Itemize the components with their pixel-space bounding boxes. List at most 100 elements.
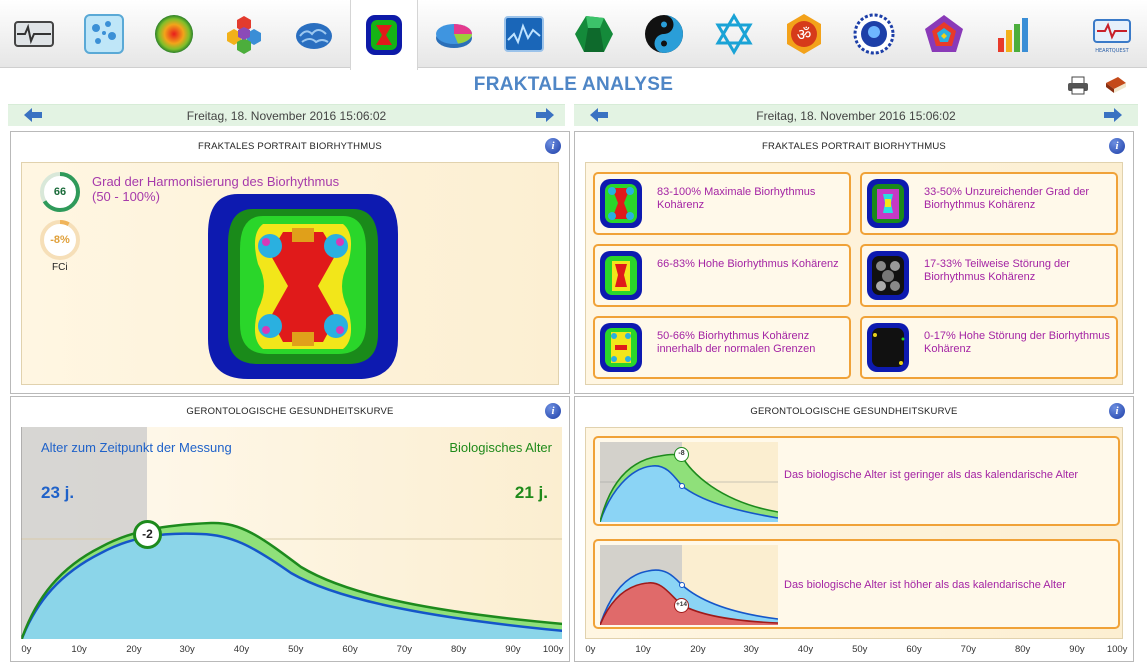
x-tick: 100y	[1106, 644, 1128, 655]
svg-text:ॐ: ॐ	[797, 25, 812, 44]
toolbar-item-yinyang[interactable]	[630, 0, 698, 68]
legend-label: 17-33% Teilweise Störung der Biorhythmus…	[924, 258, 1070, 283]
example-lower-chart	[600, 442, 778, 522]
fractal-thumbnail	[867, 179, 909, 228]
toolbar-item-fractal[interactable]	[350, 0, 418, 70]
panel-title: FRAKTALES PORTRAIT BIORHYTHMUS	[762, 141, 946, 152]
measurement-date-right: Freitag, 18. November 2016 15:06:02	[756, 109, 956, 123]
date-bar-right: Freitag, 18. November 2016 15:06:02	[574, 104, 1138, 126]
fractal-thumbnail	[600, 323, 642, 372]
fci-value: -8%	[50, 234, 70, 246]
brain-icon	[296, 23, 332, 49]
info-icon[interactable]: i	[1109, 403, 1125, 419]
head-profile-icon	[853, 13, 895, 55]
toolbar-item-om[interactable]: ॐ	[770, 0, 838, 68]
toolbar-item-bars[interactable]	[980, 0, 1048, 68]
harmonization-heading: Grad der Harmonisierung des Biorhythmus …	[92, 174, 339, 204]
toolbar-item-hexagons[interactable]	[210, 0, 278, 68]
arrow-left-icon[interactable]	[590, 108, 608, 122]
x-tick: 10y	[71, 644, 87, 655]
arrow-left-icon[interactable]	[24, 108, 42, 122]
toolbar-item-emerald[interactable]	[560, 0, 628, 68]
toolbar-item-pentagon[interactable]	[910, 0, 978, 68]
toolbar-item-sphere[interactable]	[140, 0, 208, 68]
arrow-right-icon[interactable]	[536, 108, 554, 122]
date-bar-left: Freitag, 18. November 2016 15:06:02	[8, 104, 565, 126]
top-toolbar: ॐ HEARTQUEST	[0, 0, 1147, 70]
harmonization-line-1: Grad der Harmonisierung des Biorhythmus	[92, 174, 340, 189]
x-tick: 0y	[585, 644, 596, 655]
legend-label: 0-17% Hohe Störung der Biorhythmus Kohär…	[924, 330, 1110, 355]
legend-body: 83-100% Maximale Biorhythmus Kohärenz 33…	[585, 162, 1123, 385]
x-axis-right: 0y 10y 20y 30y 40y 50y 60y 70y 80y 90y 1…	[585, 641, 1128, 657]
toolbar-item-head[interactable]	[840, 0, 908, 68]
toolbar-item-ecg[interactable]	[0, 0, 68, 68]
panel-title: GERONTOLOGISCHE GESUNDHEITSKURVE	[750, 406, 958, 417]
legend-label: 33-50% Unzureichender Grad der Biorhythm…	[924, 186, 1090, 211]
fci-ring-icon	[40, 220, 80, 260]
x-tick: 60y	[906, 644, 922, 655]
hexagon-cluster-icon	[227, 16, 261, 54]
wave-monitor-icon	[504, 16, 544, 52]
fci-label: FCi	[52, 262, 68, 273]
yin-yang-icon	[645, 15, 683, 53]
legend-item: 17-33% Teilweise Störung der Biorhythmus…	[860, 244, 1118, 307]
x-tick: 30y	[743, 644, 759, 655]
toolbar-item-wave[interactable]	[490, 0, 558, 68]
x-tick: 40y	[233, 644, 250, 655]
examples-body: -8 Das biologische Alter ist geringer al…	[585, 427, 1123, 639]
info-icon[interactable]: i	[545, 138, 561, 154]
legend-label: 83-100% Maximale Biorhythmus Kohärenz	[657, 186, 816, 211]
fractal-thumbnail	[867, 323, 909, 372]
heat-sphere-icon	[155, 15, 193, 53]
toolbar-item-cells[interactable]	[70, 0, 138, 68]
x-tick: 20y	[690, 644, 706, 655]
x-tick: 60y	[342, 644, 358, 655]
toolbar-item-pie[interactable]	[420, 0, 488, 68]
legend-item: 0-17% Hohe Störung der Biorhythmus Kohär…	[860, 316, 1118, 379]
info-icon[interactable]: i	[1109, 138, 1125, 154]
emerald-icon	[575, 16, 613, 52]
calendar-age-label: Alter zum Zeitpunkt der Messung	[41, 440, 232, 455]
harmonization-score: 66	[53, 186, 67, 198]
age-difference-badge: -2	[133, 520, 162, 549]
page-title: FRAKTALE ANALYSE	[473, 74, 674, 95]
print-icon[interactable]	[1066, 75, 1090, 95]
fractal-thumbnail	[600, 179, 642, 228]
example-lower-age: -8 Das biologische Alter ist geringer al…	[593, 436, 1120, 526]
toolbar-item-star[interactable]	[700, 0, 768, 68]
x-tick: 70y	[396, 644, 413, 655]
toolbar-item-brain[interactable]	[280, 0, 348, 68]
fractal-portrait-panel: FRAKTALES PORTRAIT BIORHYTHMUS i 66 -8% …	[10, 131, 570, 394]
example-higher-chart	[600, 545, 778, 625]
harmonization-line-2: (50 - 100%)	[92, 189, 160, 204]
book-icon[interactable]	[1104, 75, 1128, 95]
portrait-body: 66 -8% FCi Grad der Harmonisierung des B…	[21, 162, 559, 385]
x-tick: 50y	[288, 644, 304, 655]
arrow-right-icon[interactable]	[1104, 108, 1122, 122]
legend-item: 83-100% Maximale Biorhythmus Kohärenz	[593, 172, 851, 235]
cell-analysis-icon	[84, 14, 124, 54]
x-tick: 80y	[450, 644, 467, 655]
legend-label: 50-66% Biorhythmus Kohärenz innerhalb de…	[657, 330, 816, 355]
x-tick: 20y	[126, 644, 142, 655]
legend-item: 33-50% Unzureichender Grad der Biorhythm…	[860, 172, 1118, 235]
example-lower-label: Das biologische Alter ist geringer als d…	[784, 469, 1079, 481]
x-tick: 30y	[179, 644, 195, 655]
health-curve-chart	[21, 427, 562, 639]
fractal-thumbnail	[600, 251, 642, 300]
fractal-thumbnail	[867, 251, 909, 300]
panel-title: FRAKTALES PORTRAIT BIORHYTHMUS	[198, 141, 382, 152]
calendar-age-value: 23 j.	[41, 483, 75, 502]
star-of-david-icon	[715, 13, 753, 55]
example-higher-age: +14 Das biologische Alter ist höher als …	[593, 539, 1120, 629]
legend-item: 50-66% Biorhythmus Kohärenz innerhalb de…	[593, 316, 851, 379]
score-ring-icon	[40, 172, 80, 212]
legend-label: 66-83% Hohe Biorhythmus Kohärenz	[657, 258, 839, 270]
om-icon: ॐ	[787, 14, 821, 54]
gerontological-examples-panel: GERONTOLOGISCHE GESUNDHEITSKURVE i -8 Da…	[574, 396, 1134, 662]
info-icon[interactable]: i	[545, 403, 561, 419]
x-tick: 0y	[21, 644, 32, 655]
x-axis-left: 0y 10y 20y 30y 40y 50y 60y 70y 80y 90y 1…	[21, 641, 564, 657]
example-higher-label: Das biologische Alter ist höher als das …	[784, 579, 1066, 591]
